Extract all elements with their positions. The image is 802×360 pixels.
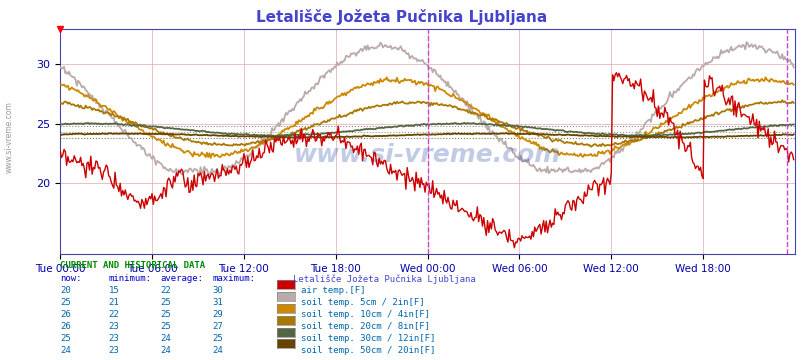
Text: www.si-vreme.com: www.si-vreme.com [294, 143, 561, 167]
Text: maximum:: maximum: [213, 274, 256, 283]
Text: soil temp. 30cm / 12in[F]: soil temp. 30cm / 12in[F] [301, 334, 435, 343]
Text: minimum:: minimum: [108, 274, 152, 283]
Text: 31: 31 [213, 298, 223, 307]
Text: 29: 29 [213, 310, 223, 319]
Text: 30: 30 [213, 286, 223, 295]
Text: 23: 23 [108, 334, 119, 343]
Text: 22: 22 [160, 286, 171, 295]
Text: www.si-vreme.com: www.si-vreme.com [5, 101, 14, 173]
Text: 25: 25 [160, 322, 171, 331]
Text: now:: now: [60, 274, 82, 283]
Text: soil temp. 10cm / 4in[F]: soil temp. 10cm / 4in[F] [301, 310, 430, 319]
Text: average:: average: [160, 274, 204, 283]
Text: 24: 24 [160, 334, 171, 343]
Text: 25: 25 [213, 334, 223, 343]
Text: Letališče Jožeta Pučnika Ljubljana: Letališče Jožeta Pučnika Ljubljana [293, 274, 476, 284]
Text: CURRENT AND HISTORICAL DATA: CURRENT AND HISTORICAL DATA [60, 261, 205, 270]
Text: 15: 15 [108, 286, 119, 295]
Text: 23: 23 [108, 346, 119, 355]
Text: 25: 25 [160, 298, 171, 307]
Text: 22: 22 [108, 310, 119, 319]
Text: 25: 25 [160, 310, 171, 319]
Text: 25: 25 [60, 334, 71, 343]
Text: 27: 27 [213, 322, 223, 331]
Text: 20: 20 [60, 286, 71, 295]
Text: soil temp. 50cm / 20in[F]: soil temp. 50cm / 20in[F] [301, 346, 435, 355]
Text: 23: 23 [108, 322, 119, 331]
Text: 26: 26 [60, 310, 71, 319]
Text: 26: 26 [60, 322, 71, 331]
Text: air temp.[F]: air temp.[F] [301, 286, 365, 295]
Text: 24: 24 [160, 346, 171, 355]
Text: 25: 25 [60, 298, 71, 307]
Text: soil temp. 20cm / 8in[F]: soil temp. 20cm / 8in[F] [301, 322, 430, 331]
Text: 21: 21 [108, 298, 119, 307]
Text: 24: 24 [60, 346, 71, 355]
Text: Letališče Jožeta Pučnika Ljubljana: Letališče Jožeta Pučnika Ljubljana [256, 9, 546, 25]
Text: soil temp. 5cm / 2in[F]: soil temp. 5cm / 2in[F] [301, 298, 424, 307]
Text: 24: 24 [213, 346, 223, 355]
